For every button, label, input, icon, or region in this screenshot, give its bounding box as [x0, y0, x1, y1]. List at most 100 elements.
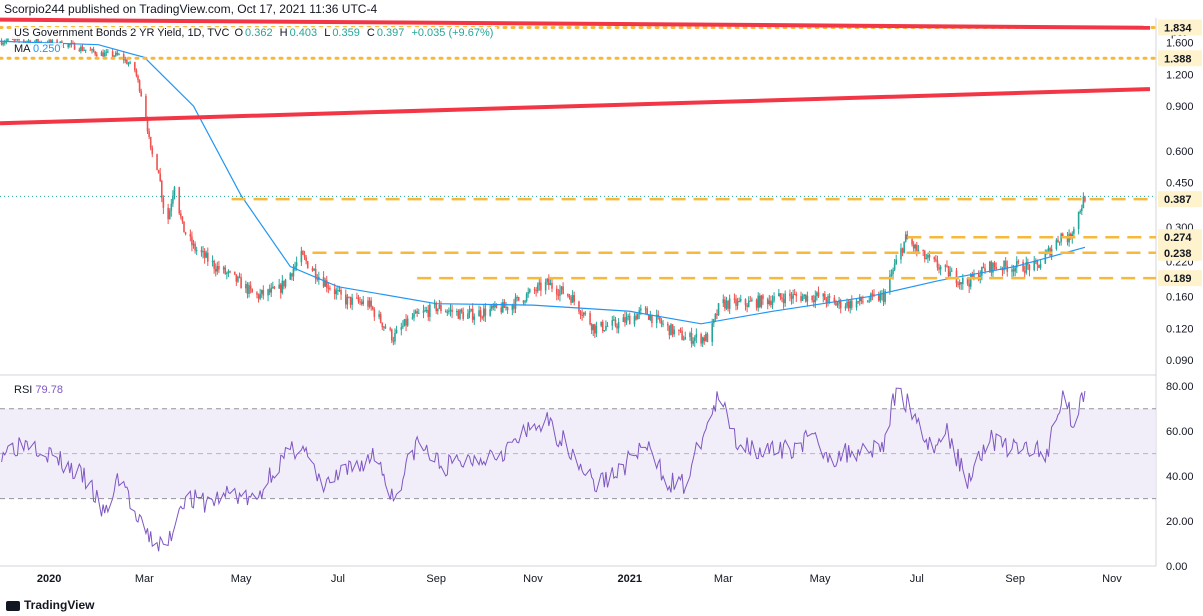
candle-body: [827, 296, 829, 304]
candle-body: [911, 239, 913, 245]
price-tick-label-1: 1.200: [1166, 69, 1194, 81]
candle-body: [590, 324, 593, 331]
candle-body: [527, 291, 530, 294]
candle-body: [424, 310, 426, 312]
candle-body: [1017, 261, 1020, 263]
candle-body: [381, 322, 384, 328]
candle-body: [22, 40, 25, 42]
candle-body: [335, 290, 338, 295]
candle-body: [305, 257, 307, 262]
candle-body: [105, 51, 108, 53]
candle-body: [877, 294, 880, 301]
candle-body: [272, 286, 274, 288]
candle-body: [635, 315, 637, 320]
close-value: 0.397: [376, 27, 405, 39]
candle-body: [701, 337, 704, 344]
time-tick-label-5: Nov: [523, 573, 543, 585]
candle-body: [416, 311, 418, 314]
candle-body: [636, 314, 639, 320]
candle-body: [849, 300, 852, 309]
candle-body: [260, 289, 263, 294]
rsi-tick-label-0: 80.00: [1166, 381, 1194, 393]
candle-body: [573, 295, 576, 302]
candle-body: [592, 324, 595, 331]
candle-body: [706, 333, 709, 342]
candle-body: [444, 311, 447, 313]
candle-body: [944, 265, 947, 267]
candle-body: [595, 325, 598, 334]
candle-body: [138, 80, 141, 92]
candle-body: [80, 46, 82, 52]
candle-body: [229, 271, 231, 273]
candle-body: [151, 147, 154, 155]
price-tick-label-3: 0.600: [1166, 146, 1194, 158]
candle-body: [1077, 211, 1080, 230]
candle-body: [214, 268, 217, 272]
candle-body: [662, 323, 664, 325]
candle-body: [205, 252, 208, 258]
candle-body: [338, 290, 341, 292]
candle-body: [647, 315, 650, 320]
candle-body: [733, 298, 736, 300]
candle-body: [251, 288, 254, 293]
candle-body: [256, 292, 258, 295]
symbol-name[interactable]: US Government Bonds 2 YR Yield, 1D, TVC: [14, 27, 230, 39]
ma-legend[interactable]: MA 0.250: [12, 43, 63, 55]
candle-body: [858, 296, 861, 302]
candle-body: [836, 303, 839, 306]
candle-body: [746, 305, 748, 307]
candle-body: [739, 299, 742, 302]
candle-body: [1036, 261, 1039, 265]
candle-body: [134, 62, 136, 71]
candle-body: [283, 280, 285, 287]
candle-body: [923, 251, 926, 259]
level-label-box-3: [1158, 229, 1202, 246]
candle-body: [801, 296, 804, 301]
candle-body: [803, 294, 806, 297]
candle-body: [1084, 196, 1086, 202]
rsi-tick-label-2: 40.00: [1166, 471, 1194, 483]
candle-body: [770, 300, 772, 305]
candle-body: [262, 289, 265, 296]
rsi-line: [1, 387, 1086, 552]
candle-body: [467, 313, 469, 319]
candle-body: [479, 310, 482, 318]
candle-body: [471, 308, 474, 320]
candle-body: [760, 295, 763, 307]
candle-body: [884, 290, 886, 302]
candle-body: [172, 195, 174, 204]
time-tick-label-6: 2021: [617, 573, 641, 585]
candle-body: [49, 40, 52, 43]
candle-body: [94, 51, 96, 55]
candle-body: [13, 39, 16, 41]
level-label-box-2: [1158, 191, 1202, 208]
candle-body: [316, 278, 319, 280]
candle-body: [68, 44, 71, 46]
candle-body: [156, 154, 158, 170]
level-label-1.388: 1.388: [1164, 53, 1192, 65]
candle-body: [681, 330, 683, 340]
candle-body: [456, 311, 458, 313]
candle-body: [160, 180, 163, 198]
candle-body: [180, 213, 182, 217]
candle-body: [838, 300, 840, 304]
candle-body: [705, 333, 707, 342]
candle-body: [727, 300, 729, 309]
price-tick-label-8: 0.120: [1166, 323, 1194, 335]
candle-body: [582, 312, 585, 316]
candle-body: [555, 288, 558, 295]
candle-body: [936, 260, 939, 268]
candle-body: [982, 266, 985, 269]
candle-body: [868, 300, 871, 302]
rsi-tick-label-4: 0.00: [1166, 561, 1187, 573]
candle-body: [1039, 263, 1042, 268]
candle-body: [427, 310, 430, 317]
candle-body: [289, 273, 292, 280]
time-tick-label-1: Mar: [135, 573, 154, 585]
candle-body: [302, 251, 304, 255]
rsi-legend[interactable]: RSI 79.78: [12, 384, 65, 396]
candle-body: [889, 275, 891, 291]
candle-body: [173, 187, 176, 196]
candle-body: [1061, 233, 1064, 237]
candle-body: [490, 305, 493, 310]
